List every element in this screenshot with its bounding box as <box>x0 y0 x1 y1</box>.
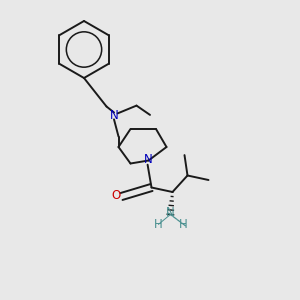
Text: N: N <box>110 109 118 122</box>
Text: N: N <box>144 153 153 166</box>
Text: H: H <box>179 218 188 231</box>
Text: H: H <box>154 218 163 231</box>
Text: O: O <box>112 189 121 202</box>
Text: N: N <box>166 206 175 220</box>
